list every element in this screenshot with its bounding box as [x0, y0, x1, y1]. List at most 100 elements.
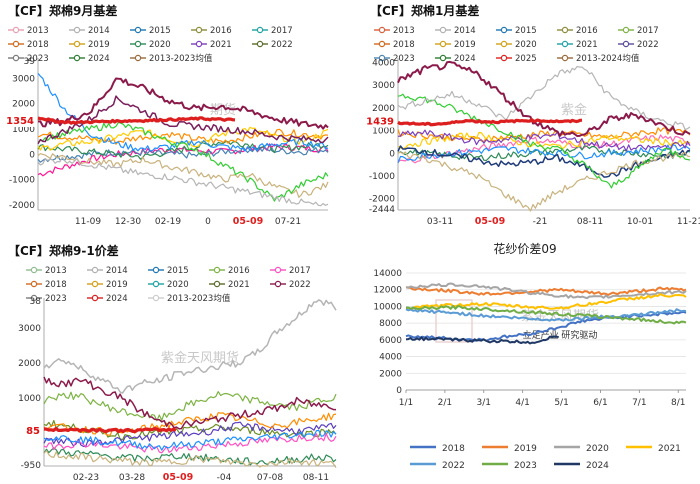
series-line-2015	[37, 73, 329, 152]
legend-item: 2025	[496, 54, 537, 64]
legend-label: 2016	[210, 26, 232, 36]
y-tick-label: 1000	[18, 394, 41, 404]
series-line-2019	[43, 450, 337, 468]
chart-yarn-cotton-spread-09: 花纱价差09 14000 12000 10000 8000 6000 4000 2000 0 紫金…	[350, 240, 700, 484]
legend-label: 2024	[454, 54, 476, 64]
y-tick-label: 38	[30, 297, 42, 307]
legend-label: 2014	[106, 266, 128, 276]
legend-item: 2016	[557, 26, 598, 36]
legend-label: 2016	[228, 266, 250, 276]
x-tick-label: 3/1	[477, 398, 491, 408]
series-line-2015	[43, 429, 337, 451]
legend-marker	[561, 26, 569, 34]
series-line-2022	[397, 129, 691, 152]
legend-label: 2022	[442, 461, 465, 471]
legend-label: 2013	[45, 266, 67, 276]
current-value-label: 1354	[6, 116, 34, 127]
y-tick-label: 1000	[372, 127, 395, 137]
legend-label: 2019	[106, 280, 128, 290]
x-tick-label: 7/1	[632, 398, 646, 408]
legend-item: 2017	[270, 266, 311, 276]
legend-marker	[500, 54, 508, 62]
legend-label: 2017	[271, 26, 293, 36]
legend-item: 2024	[69, 54, 110, 64]
legend-marker	[439, 40, 447, 48]
series-line-2019	[397, 93, 691, 189]
legend-label: 2022	[637, 40, 659, 50]
legend-marker	[134, 26, 142, 34]
chart-svg: 花纱价差0914000120001000080006000400020000紫金…	[373, 241, 687, 471]
legend-item: 2021	[557, 40, 598, 50]
legend-item: 2019	[435, 40, 476, 50]
chart-title: 【CF】郑棉1月基差	[370, 3, 479, 18]
x-tick-label: 2/1	[438, 398, 452, 408]
legend-marker	[439, 54, 447, 62]
legend-marker	[378, 54, 386, 62]
legend-label: 2024	[586, 461, 609, 471]
legend-item: 2020	[130, 40, 171, 50]
x-tick-label: -21	[533, 217, 548, 227]
series-line-2014	[397, 65, 691, 131]
x-tick-label: 6/1	[593, 398, 607, 408]
legend-item: 2015	[148, 266, 189, 276]
legend-marker	[30, 280, 38, 288]
legend-item: 2021	[626, 444, 681, 454]
legend-marker	[73, 26, 81, 34]
legend-label: 2016	[576, 26, 598, 36]
y-tick-label: 2000	[372, 104, 395, 114]
watermark-slogan: 立足产业 研究驱动	[523, 329, 598, 341]
legend-label: 2024	[88, 54, 110, 64]
series-line-2022	[405, 308, 687, 322]
chart-title: 【CF】郑棉9月基差	[8, 3, 117, 18]
chart-cf-sep-basis: 【CF】郑棉9月基差 2013 2014 2015 2016 2017 2018 2019 20…	[0, 0, 350, 240]
legend-label: 2018	[442, 444, 465, 454]
chart-svg: 【CF】郑棉9月基差 2013 2014 2015 2016 2017 2018 2019 20…	[0, 3, 329, 227]
x-tick-label: -04	[217, 473, 232, 483]
legend-marker	[73, 40, 81, 48]
series-line-2020	[405, 282, 687, 300]
legend-label: 2017	[289, 266, 311, 276]
x-tick-label: 05-09	[163, 472, 193, 483]
x-tick-label: 12-30	[115, 217, 141, 227]
x-tick-label: 07-08	[257, 473, 283, 483]
current-value-box	[0, 112, 36, 127]
legend-item: 2020	[554, 444, 609, 454]
legend-label: 2015	[515, 26, 537, 36]
legend-item: 2013-2023均值	[148, 293, 231, 304]
legend-item: 2018	[410, 444, 465, 454]
series-line-2023	[405, 305, 687, 325]
legend-marker	[622, 26, 630, 34]
legend-item: 2021	[191, 40, 232, 50]
legend-marker	[561, 40, 569, 48]
current-value-label: 85	[26, 426, 40, 437]
legend-marker	[213, 280, 221, 288]
legend-marker	[91, 280, 99, 288]
x-tick-label: 4/1	[515, 398, 529, 408]
legend-item: 2017	[252, 26, 293, 36]
legend-item: 2022	[410, 461, 465, 471]
legend-item: 2013	[8, 26, 49, 36]
legend-label: 2021	[228, 280, 250, 290]
legend-marker	[152, 266, 160, 274]
legend-item: 2014	[69, 26, 110, 36]
y-tick-label: 2000	[18, 359, 41, 369]
legend-label: 2018	[27, 40, 49, 50]
legend-item: 2019	[69, 40, 110, 50]
y-tick-label: -2000	[369, 195, 395, 205]
series-line-2024	[37, 116, 236, 125]
legend-item: 2019	[87, 280, 128, 290]
watermark: 紫金	[561, 102, 587, 118]
legend-item: 2018	[8, 40, 49, 50]
legend-item: 2024	[87, 294, 128, 304]
legend-label: 2021	[576, 40, 598, 50]
x-tick-label: 5/1	[554, 398, 568, 408]
legend-item: 2023	[374, 54, 415, 64]
y-tick-label: 2000	[379, 369, 402, 379]
legend-item: 2024	[435, 54, 476, 64]
chart-cf-9-1-spread: 【CF】郑棉9-1价差 2013 2014 2015 2016 2017 2018 2019 2…	[0, 240, 350, 484]
legend-item: 2016	[209, 266, 250, 276]
series-line-2019	[406, 286, 687, 296]
legend-marker	[152, 294, 160, 302]
y-tick-label: -1000	[369, 172, 395, 182]
x-tick-label: 03-28	[119, 473, 145, 483]
